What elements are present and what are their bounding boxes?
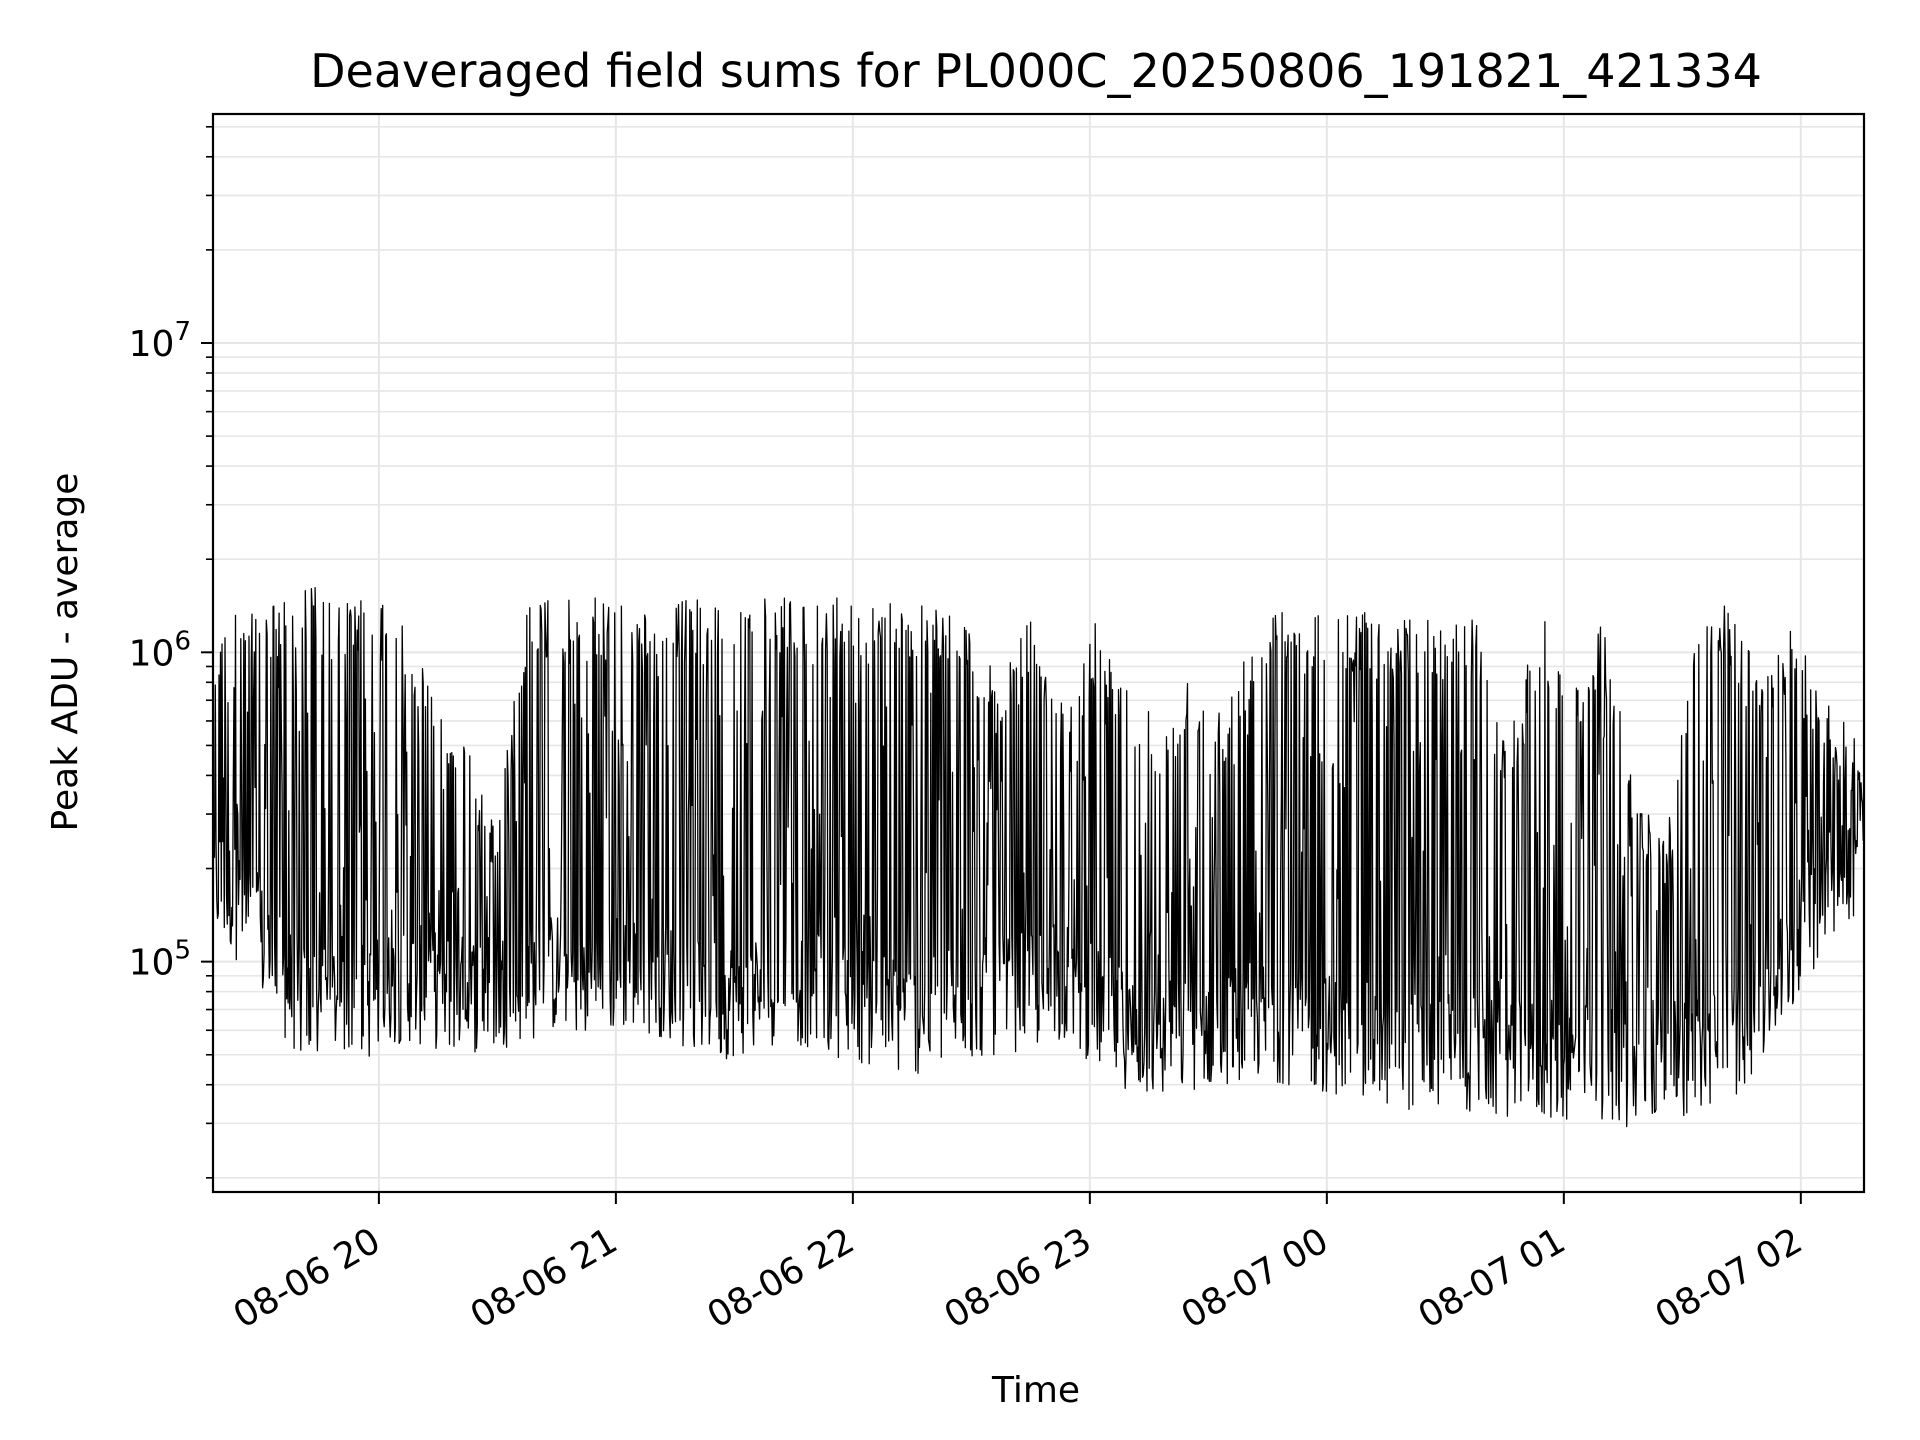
x-tick-label: 08-06 20: [227, 1220, 388, 1336]
y-tick-label: 105: [129, 936, 191, 984]
series-layer: [212, 587, 1865, 1128]
x-tick-label: 08-07 00: [1175, 1220, 1336, 1336]
series-line-0: [212, 587, 1865, 1128]
x-tick-label: 08-06 21: [464, 1220, 625, 1336]
x-tick-label: 08-06 23: [938, 1220, 1099, 1336]
y-axis-label: Peak ADU - average: [45, 473, 86, 832]
x-tick-label: 08-07 01: [1412, 1220, 1573, 1336]
y-tick-label: 106: [129, 626, 191, 674]
plot-frame: [211, 112, 1866, 1194]
x-axis-label: Time: [991, 1370, 1080, 1411]
x-tick-label: 08-06 22: [701, 1220, 862, 1336]
chart-title: Deaveraged field sums for PL000C_2025080…: [310, 44, 1762, 98]
y-tick-label: 107: [129, 317, 191, 365]
x-tick-label: 08-07 02: [1649, 1220, 1810, 1336]
